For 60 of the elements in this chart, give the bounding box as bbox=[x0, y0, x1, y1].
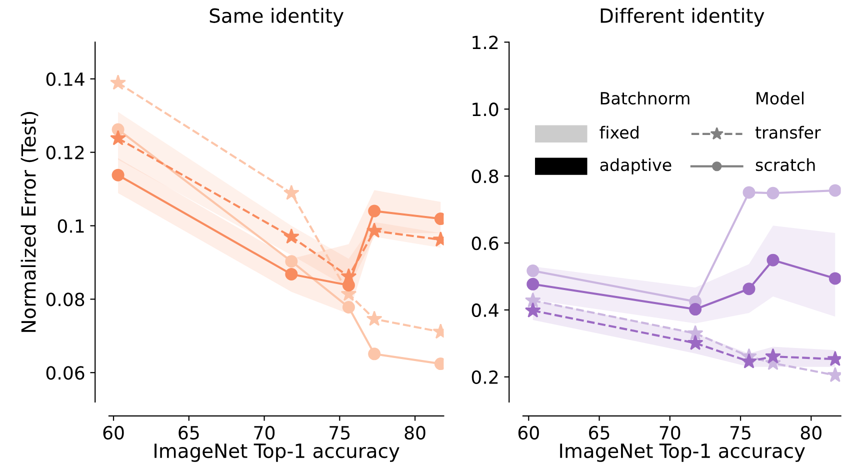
point bbox=[110, 130, 126, 146]
y-tick-label: 0.6 bbox=[472, 236, 498, 250]
x-axis-title: ImageNet Top-1 accuracy bbox=[154, 444, 400, 462]
y-tick-label: 0.12 bbox=[46, 146, 84, 160]
point bbox=[689, 303, 702, 316]
point bbox=[342, 301, 355, 314]
x-tick-label: 65 bbox=[589, 426, 610, 440]
y-tick-label: 0.4 bbox=[472, 303, 498, 318]
point bbox=[285, 255, 298, 268]
point bbox=[766, 186, 780, 200]
point bbox=[112, 168, 124, 182]
point bbox=[742, 282, 756, 296]
point bbox=[368, 348, 381, 360]
point bbox=[687, 325, 704, 340]
point bbox=[283, 228, 300, 244]
y-tick-label: 0.14 bbox=[46, 72, 84, 86]
annotation: fixed bbox=[600, 126, 638, 139]
point bbox=[368, 204, 381, 218]
y-tick-label: 0.1 bbox=[58, 219, 84, 233]
point bbox=[524, 302, 541, 318]
x-tick-label: 70 bbox=[254, 426, 275, 440]
point bbox=[828, 184, 841, 197]
point bbox=[526, 278, 540, 290]
x-tick-label: 75 bbox=[730, 426, 750, 440]
point bbox=[526, 264, 540, 278]
annotation: adaptive bbox=[600, 158, 672, 174]
x-tick-label: 60 bbox=[103, 426, 124, 440]
point bbox=[110, 74, 126, 90]
point bbox=[342, 278, 355, 292]
y-tick-label: 0.8 bbox=[472, 170, 498, 184]
point bbox=[366, 222, 382, 238]
point bbox=[742, 186, 756, 199]
point bbox=[766, 254, 780, 266]
y-tick-label: 1.0 bbox=[472, 102, 498, 116]
point bbox=[366, 310, 382, 326]
point bbox=[828, 272, 841, 285]
x-tick-label: 75 bbox=[330, 426, 350, 440]
point bbox=[765, 348, 781, 364]
y-axis-title: Normalized Error (Test) bbox=[20, 112, 38, 332]
point bbox=[524, 292, 541, 308]
x-tick-label: 60 bbox=[518, 426, 539, 440]
point bbox=[283, 184, 300, 200]
x-tick-label: 65 bbox=[178, 426, 199, 440]
x-tick-label: 80 bbox=[404, 426, 426, 440]
annotation: scratch bbox=[756, 158, 815, 172]
annotation: transfer bbox=[755, 126, 821, 139]
annotation: Batchnorm bbox=[600, 92, 690, 105]
y-tick-label: 0.2 bbox=[472, 370, 498, 384]
x-tick-label: 70 bbox=[660, 426, 680, 440]
y-tick-label: 0.06 bbox=[46, 366, 84, 380]
x-axis-title: ImageNet Top-1 accuracy bbox=[560, 444, 805, 462]
point bbox=[285, 268, 298, 280]
y-tick-label: 0.08 bbox=[46, 292, 84, 306]
chart-title: Same identity bbox=[210, 8, 344, 27]
point bbox=[687, 334, 704, 350]
x-tick-label: 80 bbox=[800, 426, 822, 440]
annotation: Model bbox=[756, 92, 804, 105]
y-tick-label: 1.2 bbox=[472, 36, 498, 50]
chart-title: Different identity bbox=[600, 8, 764, 27]
point bbox=[741, 353, 757, 368]
